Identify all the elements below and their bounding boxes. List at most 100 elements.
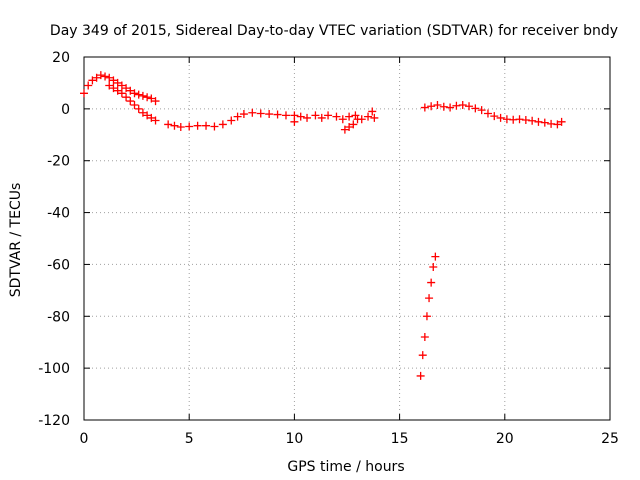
data-point — [134, 104, 143, 113]
x-tick-label: 0 — [80, 431, 89, 447]
x-tick-label: 15 — [391, 431, 409, 447]
data-point — [143, 111, 152, 120]
data-point — [117, 89, 126, 98]
data-point — [458, 100, 467, 109]
data-point — [471, 104, 480, 113]
x-axis-label: GPS time / hours — [287, 459, 404, 475]
data-point — [431, 252, 440, 261]
data-point — [433, 100, 442, 109]
data-point — [138, 108, 147, 117]
axis-ticks — [83, 56, 611, 421]
data-point — [105, 73, 114, 82]
chart-title: Day 349 of 2015, Sidereal Day-to-day VTE… — [50, 23, 618, 39]
data-points — [80, 71, 566, 380]
series-evening-track — [420, 100, 566, 129]
data-point — [151, 97, 160, 106]
y-tick-label: 20 — [52, 50, 70, 66]
data-point — [273, 110, 282, 119]
data-point — [364, 112, 373, 121]
data-point — [425, 294, 434, 303]
data-point — [105, 81, 114, 90]
data-point — [176, 123, 185, 132]
data-point — [477, 106, 486, 115]
data-point — [370, 113, 379, 122]
data-point — [528, 116, 537, 125]
series-upper-track — [80, 71, 160, 106]
data-point — [170, 121, 179, 130]
data-point — [147, 94, 156, 103]
data-point — [422, 312, 431, 321]
data-point — [515, 115, 524, 124]
data-point — [296, 112, 305, 121]
y-tick-label: 0 — [61, 102, 70, 118]
data-point — [420, 103, 429, 112]
data-point — [439, 102, 448, 111]
x-tick-label: 10 — [285, 431, 303, 447]
data-point — [164, 120, 173, 129]
data-point — [130, 89, 139, 98]
data-point — [126, 86, 135, 95]
data-point — [303, 113, 312, 122]
data-point — [281, 111, 290, 120]
data-point — [338, 115, 347, 124]
x-tick-label: 25 — [601, 431, 619, 447]
data-point — [210, 122, 219, 131]
data-point — [540, 118, 549, 127]
data-point — [345, 112, 354, 121]
data-point — [113, 86, 122, 95]
data-point — [557, 117, 566, 126]
data-point — [248, 108, 257, 117]
data-point — [138, 91, 147, 100]
data-point — [351, 111, 360, 120]
y-tick-label: -20 — [47, 154, 70, 170]
data-point — [534, 117, 543, 126]
data-point — [202, 121, 211, 130]
data-point — [117, 81, 126, 90]
data-point — [113, 78, 122, 87]
data-point — [427, 102, 436, 111]
y-axis-label: SDTVAR / TECUs — [8, 183, 24, 298]
data-point — [143, 93, 152, 102]
y-tick-label: -80 — [47, 309, 70, 325]
x-tick-label: 5 — [185, 431, 194, 447]
data-point — [130, 100, 139, 109]
data-point — [239, 110, 248, 119]
data-point — [88, 76, 97, 85]
data-point — [84, 81, 93, 90]
plot-frame — [83, 56, 611, 421]
data-point — [185, 122, 194, 131]
data-point — [429, 263, 438, 272]
data-point — [92, 73, 101, 82]
data-point — [416, 371, 425, 380]
grid-lines — [84, 57, 610, 420]
data-point — [96, 71, 105, 80]
data-point — [465, 102, 474, 111]
data-point — [134, 90, 143, 99]
data-point — [151, 116, 160, 125]
data-point — [345, 123, 354, 132]
data-point — [80, 89, 88, 98]
data-point — [420, 333, 429, 342]
series-lower-branch — [105, 81, 160, 125]
data-point — [340, 125, 349, 134]
data-point — [233, 112, 242, 121]
series-midday-track — [164, 108, 379, 132]
series-drop — [416, 252, 440, 380]
data-point — [418, 351, 427, 360]
data-point — [265, 110, 274, 119]
y-tick-label: -60 — [47, 257, 70, 273]
data-point — [490, 112, 499, 121]
data-point — [349, 120, 358, 129]
data-point — [452, 101, 461, 110]
data-point — [290, 117, 299, 126]
series-outliers — [290, 107, 377, 134]
data-point — [227, 116, 236, 125]
data-point — [553, 120, 562, 129]
data-point — [317, 113, 326, 122]
data-point — [521, 116, 530, 125]
x-tick-labels: 0 5 10 15 20 25 — [80, 431, 619, 447]
data-point — [332, 112, 341, 121]
data-point — [126, 97, 135, 106]
data-point — [109, 76, 118, 85]
